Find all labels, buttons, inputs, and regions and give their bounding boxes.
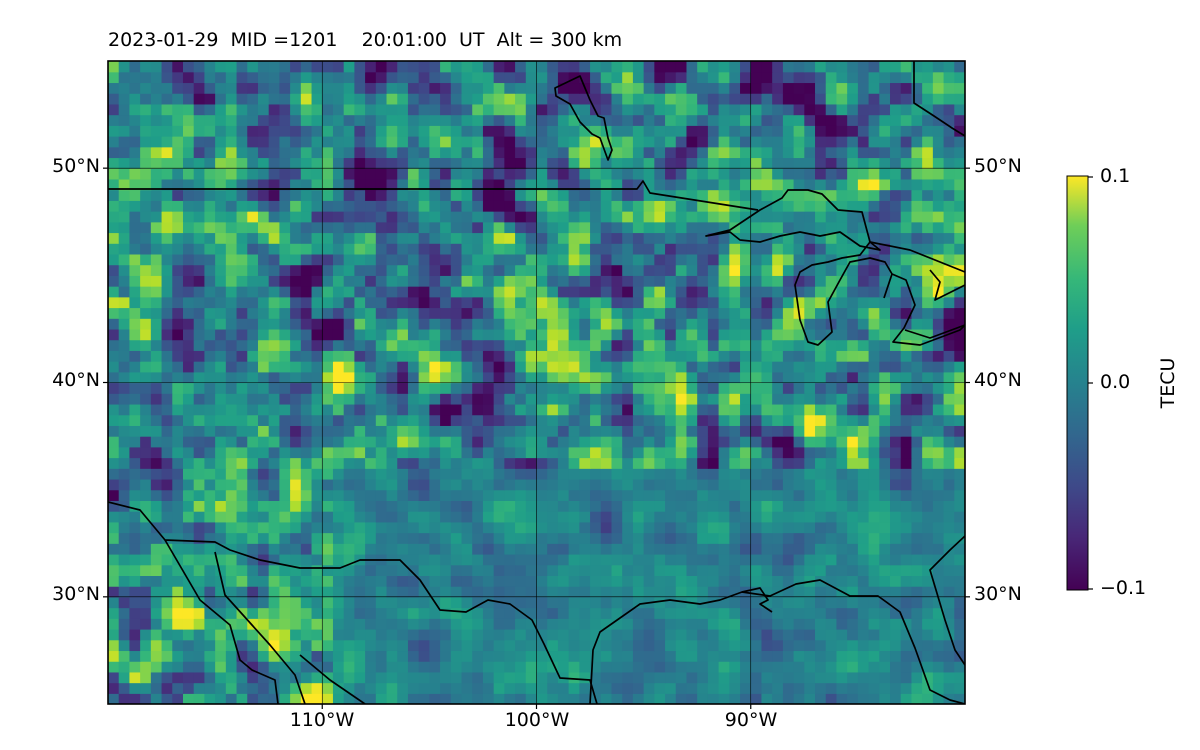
mississippi-delta [741,587,773,613]
hudson-bay-coast [554,75,613,161]
lon-label: 100°W [504,709,570,731]
colorbar-ticks [1088,176,1093,590]
lon-label: 110°W [289,709,355,731]
hudson-bay-east [913,61,965,137]
baja-gulf-east [214,551,306,704]
georgian-bay [929,269,965,301]
colorbar-label: TECU [1157,357,1179,409]
map-title: 2023-01-29 MID =1201 20:01:00 UT Alt = 3… [108,29,623,51]
us-mexico-border [108,501,598,704]
lat-label: 50°N [52,155,100,177]
lon-label: 90°W [724,709,778,731]
tec-field [108,61,965,704]
lake-superior [705,189,881,251]
lat-label: 50°N [974,155,1022,177]
lat-label: 40°N [52,369,100,391]
colorbar [1066,175,1089,591]
lat-label: 40°N [974,369,1022,391]
gulf-coast [589,579,965,704]
lake-erie [904,324,965,339]
lake-michigan [794,241,893,346]
florida-coast [929,535,965,666]
us-canada-border [108,180,759,211]
lake-huron-east [891,273,965,346]
graticule [108,61,965,704]
mexico-west-coast [299,654,366,704]
axis-ticks [103,167,970,709]
colorbar-tick-label: 0.1 [1100,165,1131,187]
lat-label: 30°N [52,583,100,605]
colorbar-tick-label: −0.1 [1100,577,1147,599]
coastlines-borders [108,61,965,704]
baja-gulf-west [164,539,279,704]
lake-huron [869,241,965,273]
colorbar-tick-label: 0.0 [1100,371,1131,393]
lat-label: 30°N [974,583,1022,605]
